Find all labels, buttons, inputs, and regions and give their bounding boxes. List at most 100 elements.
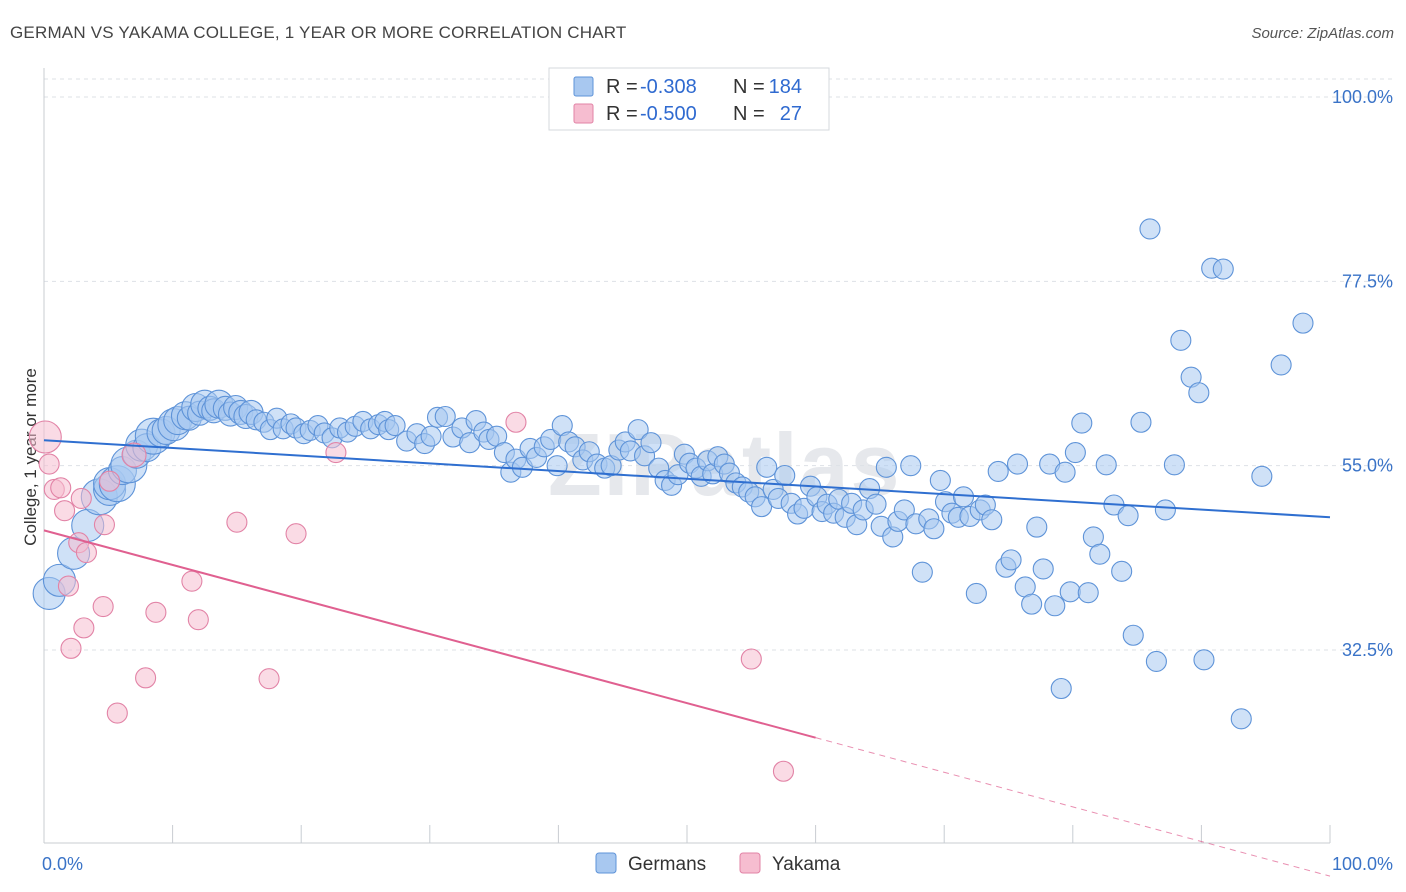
german-point	[893, 499, 915, 521]
x-tick-label-min: 0.0%	[42, 854, 83, 874]
legend-n-value-germans: 184	[769, 76, 802, 98]
yakama-point	[740, 648, 762, 670]
yakama-point	[99, 470, 121, 492]
german-point	[923, 518, 945, 540]
german-point	[434, 405, 456, 428]
german-point	[1111, 560, 1133, 582]
yakama-point	[181, 570, 203, 592]
german-point	[1270, 354, 1292, 376]
legend-r-value-germans: -0.308	[640, 76, 697, 98]
yakama-point	[135, 667, 157, 689]
german-point	[1089, 543, 1111, 565]
bottom-legend-swatch-yakama	[739, 852, 761, 874]
chart-source: Source: ZipAtlas.com	[1251, 25, 1394, 42]
german-point	[1071, 412, 1093, 434]
y-tick-label: 55.0%	[1342, 456, 1393, 476]
yakama-point	[70, 487, 92, 509]
german-point	[1188, 382, 1210, 404]
yakama-points	[28, 411, 795, 782]
german-point	[1292, 312, 1314, 334]
german-point	[875, 456, 897, 478]
german-point	[756, 456, 778, 478]
legend-box	[548, 67, 830, 131]
german-point	[1064, 442, 1086, 464]
legend-r-label-yakama: R =	[606, 103, 638, 125]
yakama-point	[106, 702, 128, 724]
german-point	[1026, 516, 1048, 538]
yakama-point	[50, 477, 72, 499]
trend-lines	[43, 439, 1331, 877]
y-axis-label: College, 1 year or more	[21, 368, 40, 546]
yakama-point	[145, 601, 167, 623]
german-point	[1154, 499, 1176, 521]
legend-r-value-yakama: -0.500	[640, 103, 697, 125]
yakama-point	[772, 760, 795, 782]
y-tick-labels: 32.5% 55.0% 77.5% 100.0%	[1332, 87, 1393, 660]
german-point	[911, 561, 933, 583]
german-point	[1170, 329, 1192, 351]
yakama-point	[258, 668, 280, 690]
german-point	[900, 455, 922, 477]
germans-trend-line	[43, 439, 1331, 519]
bottom-legend-yakama: Yakama	[772, 854, 841, 875]
german-point	[1193, 649, 1215, 671]
yakama-point	[325, 442, 347, 464]
german-point	[1077, 582, 1099, 604]
german-point	[640, 432, 662, 454]
yakama-point	[38, 453, 60, 475]
german-point	[1139, 218, 1161, 240]
legend-r-label-germans: R =	[606, 76, 638, 98]
yakama-point	[285, 523, 307, 545]
yakama-point	[92, 596, 114, 618]
yakama-point	[60, 637, 82, 659]
german-point	[965, 582, 987, 605]
german-point	[546, 455, 568, 477]
german-point	[929, 469, 951, 491]
german-point	[1251, 465, 1273, 487]
legend-n-label-yakama: N =	[733, 103, 765, 125]
yakama-point	[28, 420, 62, 454]
german-point	[1117, 505, 1139, 527]
bottom-legend-swatch-germans	[595, 852, 617, 874]
legend-n-label-germans: N =	[733, 76, 765, 98]
german-point	[1230, 708, 1252, 730]
german-point	[1212, 258, 1234, 280]
series-legend: Germans Yakama	[595, 852, 841, 875]
x-tick-labels: 0.0% 100.0%	[42, 854, 1393, 874]
yakama-point	[505, 411, 527, 433]
yakama-point	[187, 609, 209, 631]
yakama-point	[73, 617, 95, 639]
german-point	[384, 414, 406, 437]
german-point	[1130, 411, 1152, 433]
german-point	[1163, 454, 1185, 476]
y-tick-label: 32.5%	[1342, 640, 1393, 660]
germans-points	[32, 218, 1314, 730]
yakama-point	[57, 575, 79, 597]
legend-swatch-yakama	[573, 103, 594, 124]
yakama-point	[54, 500, 76, 522]
chart-title: GERMAN VS YAKAMA COLLEGE, 1 YEAR OR MORE…	[10, 23, 627, 42]
german-point	[1000, 549, 1022, 571]
legend-n-value-yakama: 27	[780, 103, 802, 125]
grid-lines	[44, 78, 1393, 651]
german-point	[1044, 595, 1066, 617]
yakama-trend-line	[43, 529, 816, 739]
yakama-trend-line-extension	[815, 737, 1331, 877]
german-point	[1050, 677, 1072, 700]
german-point	[627, 419, 649, 441]
yakama-point	[226, 511, 248, 533]
german-point	[751, 496, 773, 518]
y-tick-label: 100.0%	[1332, 87, 1393, 107]
x-tick-label-max: 100.0%	[1332, 854, 1393, 874]
german-point	[981, 509, 1003, 531]
yakama-point	[75, 541, 97, 564]
german-point	[420, 425, 442, 447]
german-point	[1122, 624, 1144, 646]
german-point	[1145, 650, 1167, 673]
german-point	[1021, 593, 1043, 615]
german-point	[865, 493, 887, 515]
german-point	[1059, 581, 1081, 603]
german-point	[1032, 558, 1054, 580]
german-point	[952, 486, 975, 508]
